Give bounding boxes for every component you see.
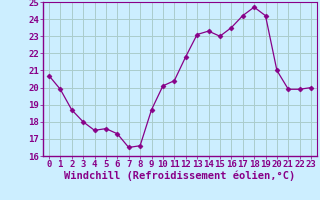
X-axis label: Windchill (Refroidissement éolien,°C): Windchill (Refroidissement éolien,°C) (64, 171, 296, 181)
